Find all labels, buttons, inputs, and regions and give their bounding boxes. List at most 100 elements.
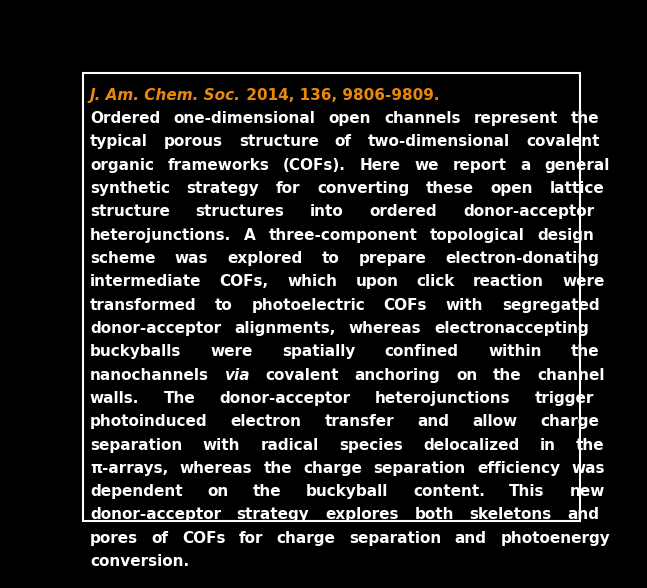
Text: and: and — [455, 531, 487, 546]
Text: radical: radical — [260, 437, 319, 453]
Text: open: open — [328, 111, 371, 126]
Text: heterojunctions.: heterojunctions. — [90, 228, 231, 243]
Text: was: was — [175, 251, 208, 266]
Text: electronaccepting: electronaccepting — [434, 321, 589, 336]
Text: were: were — [562, 274, 605, 289]
Text: photoinduced: photoinduced — [90, 414, 208, 429]
Text: lattice: lattice — [550, 181, 605, 196]
Text: and: and — [417, 414, 450, 429]
Text: efficiency: efficiency — [477, 461, 560, 476]
Text: via: via — [225, 368, 250, 383]
Text: open: open — [491, 181, 533, 196]
Text: ordered: ordered — [369, 205, 437, 219]
Text: and: and — [567, 507, 600, 523]
Text: structures: structures — [195, 205, 285, 219]
Text: whereas: whereas — [349, 321, 421, 336]
Text: which: which — [287, 274, 337, 289]
Text: the: the — [263, 461, 292, 476]
Text: heterojunctions: heterojunctions — [375, 391, 510, 406]
Text: to: to — [322, 251, 340, 266]
Text: COFs,: COFs, — [219, 274, 269, 289]
Text: spatially: spatially — [282, 344, 356, 359]
Text: delocalized: delocalized — [423, 437, 520, 453]
Text: electron-donating: electron-donating — [446, 251, 600, 266]
Text: one-dimensional: one-dimensional — [173, 111, 315, 126]
Text: three-component: three-component — [269, 228, 417, 243]
Text: we: we — [415, 158, 439, 173]
Text: anchoring: anchoring — [355, 368, 441, 383]
Text: Here: Here — [360, 158, 401, 173]
Text: on: on — [207, 484, 228, 499]
Text: represent: represent — [474, 111, 558, 126]
Text: separation: separation — [373, 461, 466, 476]
Text: upon: upon — [355, 274, 399, 289]
Text: content.: content. — [413, 484, 485, 499]
Text: separation: separation — [349, 531, 441, 546]
Text: these: these — [426, 181, 474, 196]
Text: The: The — [164, 391, 195, 406]
Text: frameworks: frameworks — [168, 158, 270, 173]
Text: within: within — [488, 344, 542, 359]
Text: a: a — [521, 158, 531, 173]
Text: explores: explores — [325, 507, 399, 523]
Text: (COFs).: (COFs). — [283, 158, 346, 173]
Text: scheme: scheme — [90, 251, 155, 266]
Text: of: of — [151, 531, 168, 546]
Text: photoelectric: photoelectric — [252, 298, 365, 313]
Text: 2014, 136, 9806-9809.: 2014, 136, 9806-9809. — [241, 88, 439, 103]
Text: with: with — [203, 437, 240, 453]
Text: on: on — [456, 368, 477, 383]
Text: buckyballs: buckyballs — [90, 344, 181, 359]
Text: donor-acceptor: donor-acceptor — [219, 391, 351, 406]
Text: covalent: covalent — [526, 135, 600, 149]
Text: structure: structure — [90, 205, 170, 219]
Text: the: the — [571, 344, 600, 359]
Text: were: were — [210, 344, 253, 359]
Text: alignments,: alignments, — [234, 321, 336, 336]
Text: the: the — [576, 437, 605, 453]
Text: whereas: whereas — [179, 461, 252, 476]
Text: nanochannels: nanochannels — [90, 368, 209, 383]
Text: converting: converting — [317, 181, 410, 196]
Text: for: for — [239, 531, 263, 546]
Text: intermediate: intermediate — [90, 274, 201, 289]
Text: donor-acceptor: donor-acceptor — [90, 321, 221, 336]
Text: dependent: dependent — [90, 484, 182, 499]
Text: click: click — [417, 274, 455, 289]
Text: the: the — [253, 484, 281, 499]
Text: to: to — [215, 298, 233, 313]
Text: channels: channels — [384, 111, 461, 126]
Text: pores: pores — [90, 531, 138, 546]
Text: two-dimensional: two-dimensional — [368, 135, 510, 149]
Text: separation: separation — [90, 437, 182, 453]
Text: the: the — [571, 111, 600, 126]
Text: in: in — [540, 437, 556, 453]
Text: strategy: strategy — [186, 181, 259, 196]
Text: charge: charge — [541, 414, 600, 429]
Text: topological: topological — [430, 228, 525, 243]
Text: segregated: segregated — [502, 298, 600, 313]
Text: conversion.: conversion. — [90, 554, 189, 569]
Text: organic: organic — [90, 158, 154, 173]
FancyBboxPatch shape — [83, 73, 580, 521]
Text: report: report — [453, 158, 507, 173]
Text: synthetic: synthetic — [90, 181, 170, 196]
Text: was: was — [571, 461, 605, 476]
Text: photoenergy: photoenergy — [500, 531, 610, 546]
Text: strategy: strategy — [237, 507, 309, 523]
Text: design: design — [538, 228, 595, 243]
Text: skeletons: skeletons — [470, 507, 552, 523]
Text: transfer: transfer — [325, 414, 394, 429]
Text: porous: porous — [164, 135, 223, 149]
Text: A: A — [244, 228, 256, 243]
Text: donor-acceptor: donor-acceptor — [90, 507, 221, 523]
Text: prepare: prepare — [358, 251, 426, 266]
Text: electron: electron — [230, 414, 302, 429]
Text: transformed: transformed — [90, 298, 197, 313]
Text: Ordered: Ordered — [90, 111, 160, 126]
Text: covalent: covalent — [266, 368, 339, 383]
Text: for: for — [276, 181, 300, 196]
Text: new: new — [569, 484, 605, 499]
Text: walls.: walls. — [90, 391, 139, 406]
Text: with: with — [446, 298, 483, 313]
